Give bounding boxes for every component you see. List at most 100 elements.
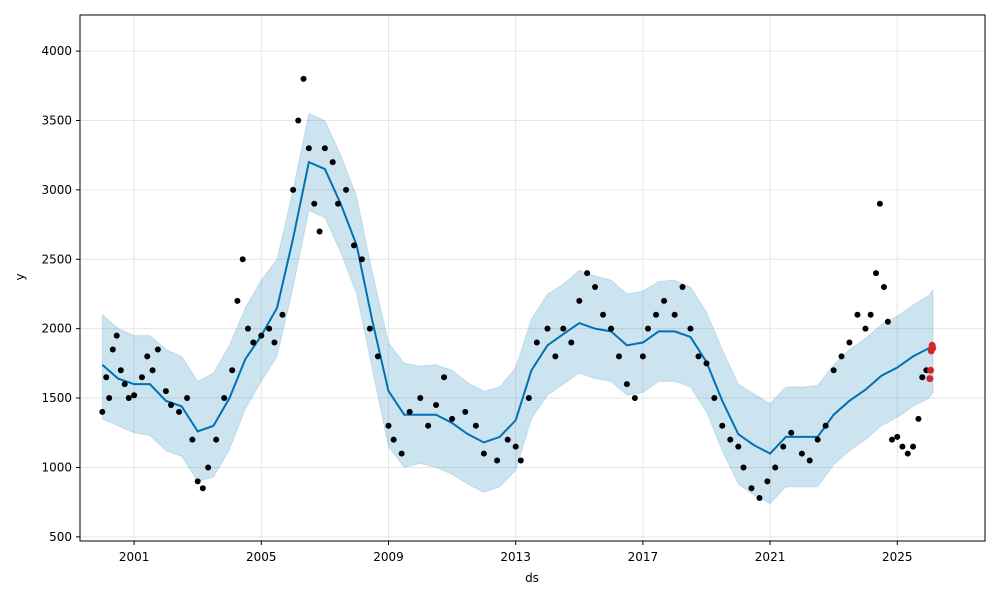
observed-point xyxy=(806,457,813,464)
observed-point xyxy=(184,395,191,402)
observed-point xyxy=(234,297,241,304)
forecast-layer xyxy=(101,160,934,455)
observed-point xyxy=(910,443,917,450)
observed-point xyxy=(740,464,747,471)
observed-point xyxy=(838,353,845,360)
x-tick-label: 2001 xyxy=(119,550,150,564)
observed-point xyxy=(199,485,206,492)
observed-point xyxy=(316,228,323,235)
observed-point xyxy=(512,443,519,450)
tick-layer: 2001 2005 2009 2013 2017 2021 2025 500 1000 1500 2… xyxy=(41,44,912,564)
observed-point xyxy=(600,311,607,318)
observed-point xyxy=(176,408,183,415)
observed-point xyxy=(329,159,336,166)
x-tick-label: 2009 xyxy=(373,550,404,564)
observed-point xyxy=(544,325,551,332)
observed-point xyxy=(788,429,795,436)
observed-point xyxy=(645,325,652,332)
x-tick-label: 2005 xyxy=(246,550,277,564)
observed-point xyxy=(719,422,726,429)
observed-point xyxy=(814,436,821,443)
observed-point xyxy=(168,401,175,408)
observed-point xyxy=(772,464,779,471)
observed-point xyxy=(462,408,469,415)
y-tick-label: 3500 xyxy=(41,113,72,127)
observed-point xyxy=(266,325,273,332)
observed-point xyxy=(695,353,702,360)
observed-point xyxy=(390,436,397,443)
observed-point xyxy=(374,353,381,360)
observed-point xyxy=(727,436,734,443)
observed-point xyxy=(406,408,413,415)
observed-point xyxy=(205,464,212,471)
observed-point xyxy=(623,381,630,388)
observed-point xyxy=(888,436,895,443)
observed-point xyxy=(504,436,511,443)
observed-point xyxy=(433,401,440,408)
observed-point xyxy=(335,200,342,207)
observed-point xyxy=(867,311,874,318)
observed-point xyxy=(703,360,710,367)
observed-point xyxy=(441,374,448,381)
y-tick-label: 3000 xyxy=(41,183,72,197)
observed-point xyxy=(305,145,312,152)
observed-point xyxy=(679,284,686,291)
observed-point xyxy=(117,367,124,374)
observed-point xyxy=(915,415,922,422)
grid-layer xyxy=(80,15,985,541)
plot-frame xyxy=(79,14,986,542)
observed-point xyxy=(661,297,668,304)
observed-point xyxy=(576,297,583,304)
observed-point xyxy=(671,311,678,318)
y-tick-label: 1500 xyxy=(41,391,72,405)
observed-point xyxy=(872,270,879,277)
observed-point xyxy=(653,311,660,318)
observed-point xyxy=(194,478,201,485)
future-point xyxy=(926,375,934,383)
future-points-layer xyxy=(926,341,937,383)
observed-point xyxy=(311,200,318,207)
observed-point xyxy=(398,450,405,457)
x-tick-label: 2025 xyxy=(882,550,913,564)
observed-point xyxy=(764,478,771,485)
y-tick-label: 500 xyxy=(49,530,72,544)
observed-point xyxy=(798,450,805,457)
points-layer xyxy=(99,75,930,501)
observed-point xyxy=(258,332,265,339)
observed-point xyxy=(687,325,694,332)
observed-point xyxy=(350,242,357,249)
observed-point xyxy=(449,415,456,422)
observed-point xyxy=(109,346,116,353)
observed-point xyxy=(880,284,887,291)
observed-point xyxy=(904,450,911,457)
observed-point xyxy=(830,367,837,374)
observed-point xyxy=(125,395,132,402)
observed-point xyxy=(138,374,145,381)
observed-point xyxy=(525,395,532,402)
observed-point xyxy=(552,353,559,360)
observed-point xyxy=(144,353,151,360)
observed-point xyxy=(221,395,228,402)
observed-point xyxy=(780,443,787,450)
observed-point xyxy=(899,443,906,450)
y-tick-label: 2000 xyxy=(41,322,72,336)
observed-point xyxy=(113,332,120,339)
observed-point xyxy=(425,422,432,429)
observed-point xyxy=(290,186,297,193)
observed-point xyxy=(615,353,622,360)
observed-point xyxy=(592,284,599,291)
observed-point xyxy=(472,422,479,429)
observed-point xyxy=(876,200,883,207)
observed-point xyxy=(300,75,307,82)
x-tick-label: 2017 xyxy=(628,550,659,564)
observed-point xyxy=(295,117,302,124)
observed-point xyxy=(608,325,615,332)
observed-point xyxy=(149,367,156,374)
x-tick-label: 2021 xyxy=(755,550,786,564)
observed-point xyxy=(106,395,113,402)
axes-layer xyxy=(79,14,986,542)
observed-point xyxy=(846,339,853,346)
observed-point xyxy=(154,346,161,353)
observed-point xyxy=(385,422,392,429)
